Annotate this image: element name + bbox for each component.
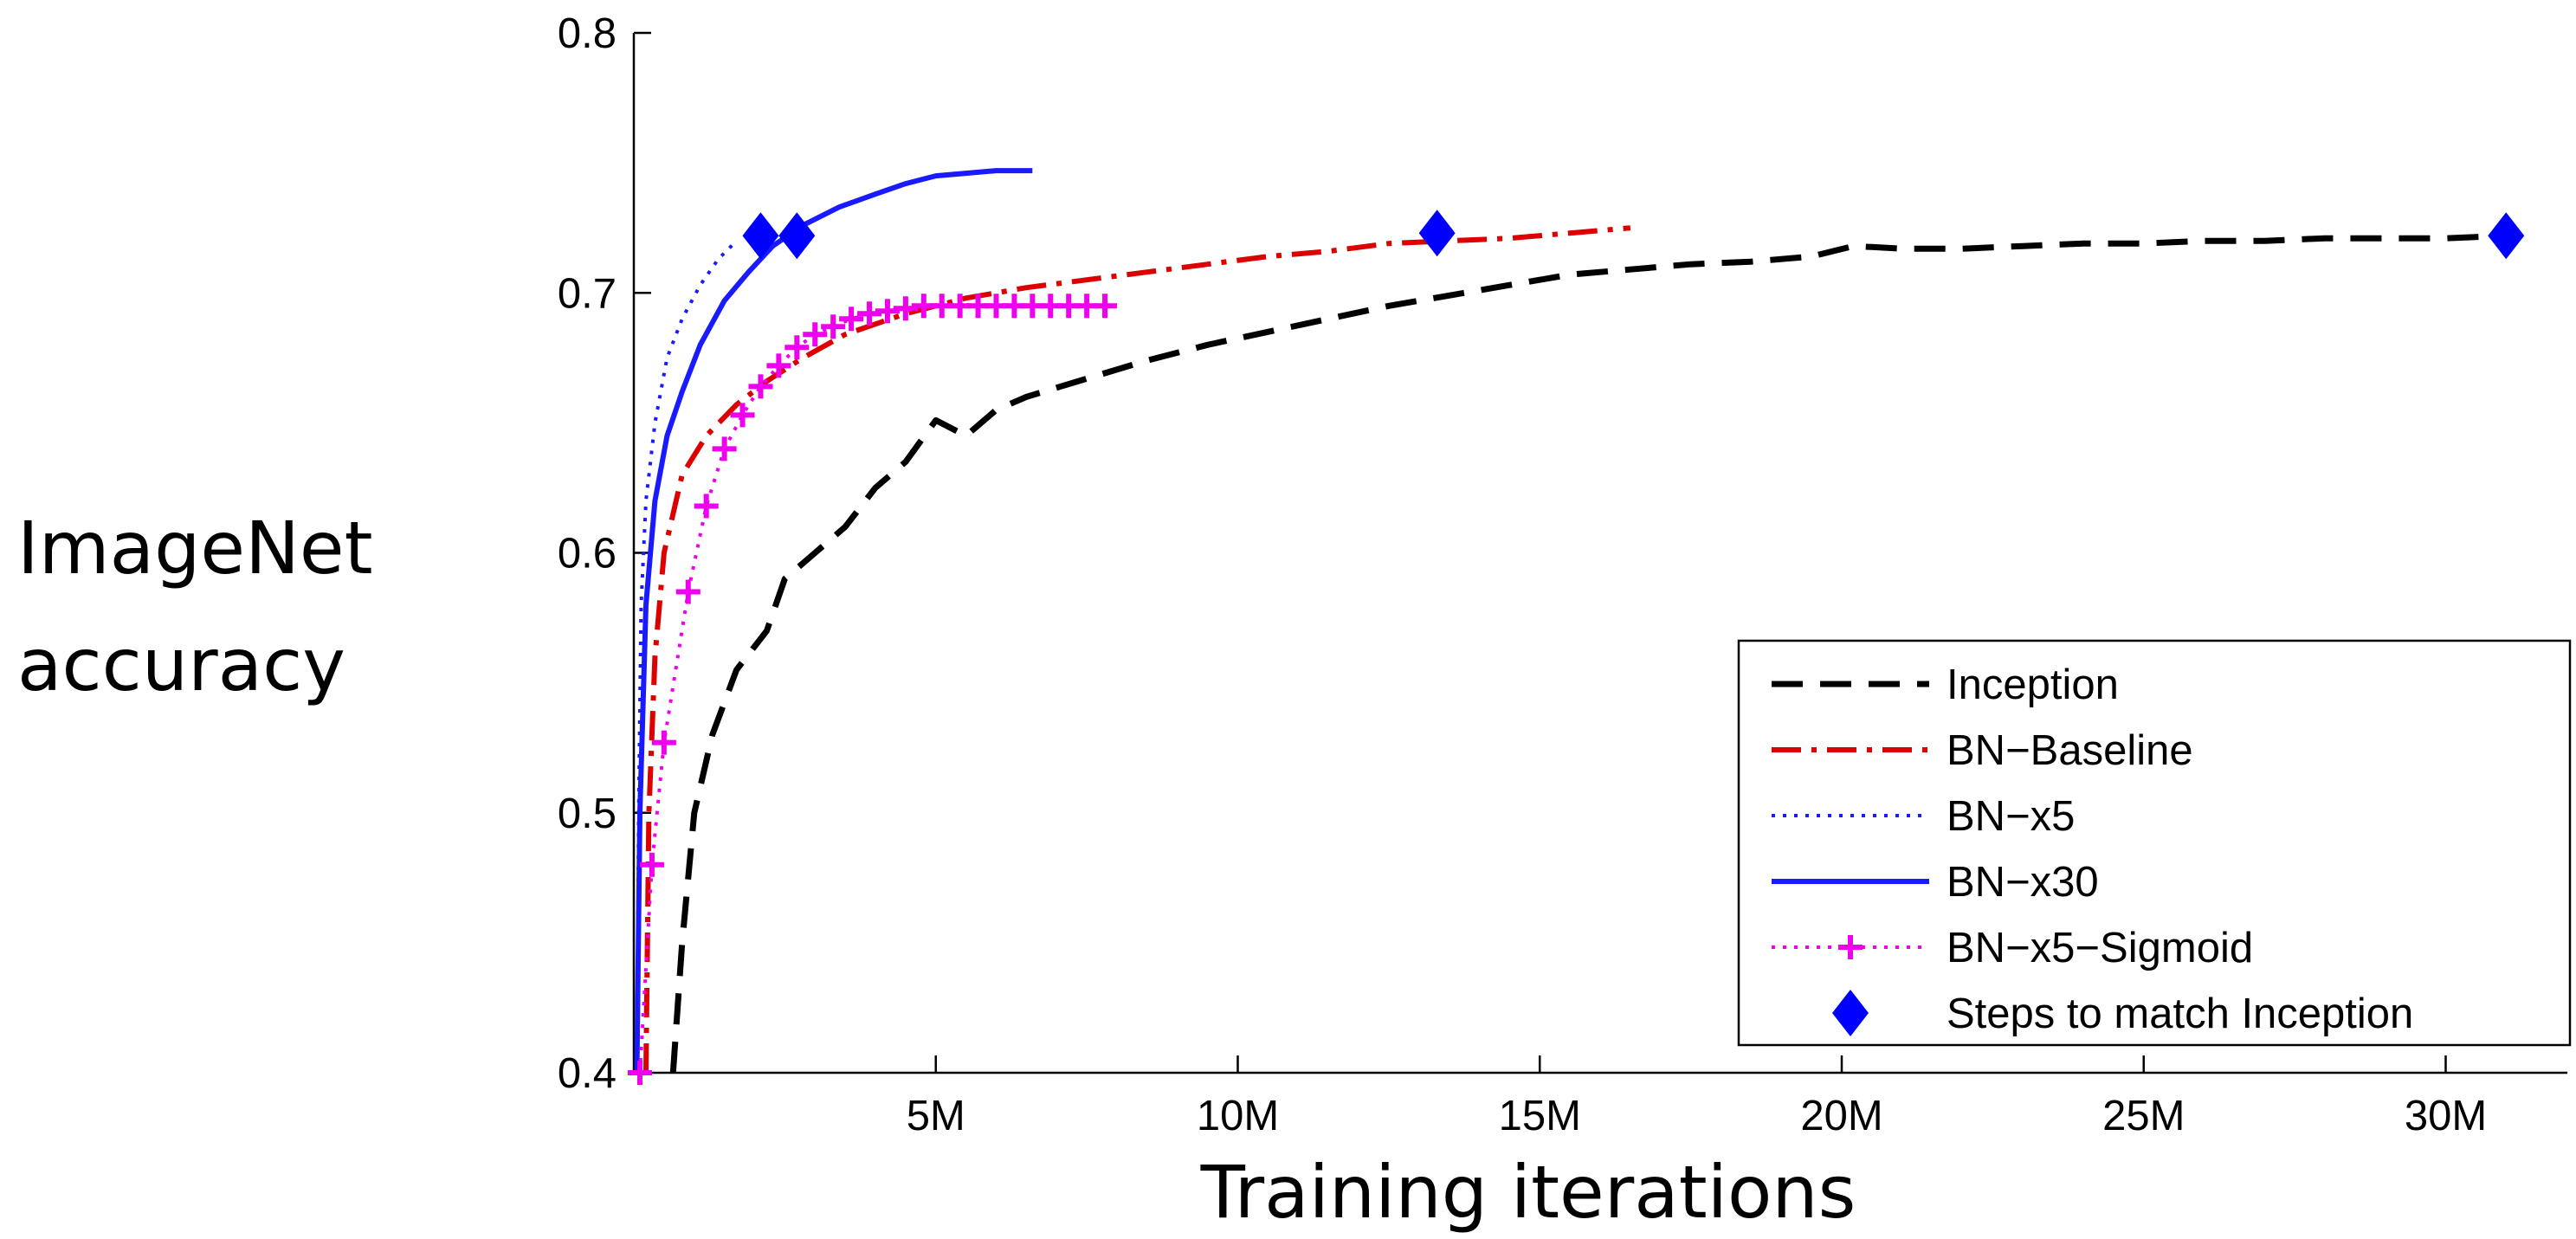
- x-tick-label: 20M: [1800, 1093, 1882, 1139]
- y-axis-title-line1: ImageNet: [17, 506, 373, 590]
- x-tick-label: 5M: [907, 1093, 965, 1139]
- legend-label: BN−x30: [1947, 859, 2099, 906]
- data-point-plus: [748, 374, 773, 399]
- data-point-plus: [712, 436, 737, 461]
- data-point-plus: [730, 403, 755, 428]
- series-line: [634, 168, 1033, 1074]
- legend-item: BN−x5−Sigmoid: [1772, 925, 2253, 971]
- legend-item: Steps to match Inception: [1832, 990, 2413, 1037]
- data-point-plus: [875, 299, 900, 324]
- y-tick-label: 0.8: [558, 10, 617, 57]
- data-point-diamond: [1832, 990, 1869, 1036]
- legend-box: [1737, 639, 2572, 1047]
- x-axis-title: Training iterations: [1200, 1150, 1856, 1235]
- data-point-plus: [694, 494, 719, 519]
- legend-label: Steps to match Inception: [1947, 991, 2413, 1037]
- legend-label: BN−x5: [1947, 793, 2075, 840]
- data-point-diamond: [778, 212, 816, 260]
- data-point-plus: [821, 314, 846, 339]
- data-point-plus: [675, 579, 700, 604]
- data-point-plus: [1093, 294, 1118, 319]
- series-line: [638, 304, 1105, 1074]
- markers-layer: [627, 210, 2525, 1085]
- y-tick-label: 0.5: [558, 791, 617, 837]
- legend-item: BN−x5: [1772, 793, 2075, 840]
- series-line: [669, 232, 2507, 1074]
- legend-item: Inception: [1772, 661, 2119, 708]
- legend-item: BN−Baseline: [1772, 727, 2193, 774]
- data-point-plus: [766, 353, 791, 378]
- legend-label: BN−x5−Sigmoid: [1947, 925, 2253, 971]
- data-point-diamond: [1418, 210, 1456, 257]
- data-point-plus: [857, 301, 882, 326]
- y-tick-label: 0.7: [558, 270, 617, 317]
- x-tick-label: 30M: [2405, 1093, 2487, 1139]
- series-layer: [634, 168, 2507, 1074]
- y-tick-label: 0.4: [558, 1050, 617, 1097]
- legend-label: BN−Baseline: [1947, 727, 2193, 774]
- legend: Inception BN−Baseline BN−x5 BN−x30 BN−x5−Sig…: [1737, 639, 2572, 1047]
- data-point-plus: [1838, 935, 1863, 959]
- x-tick-label: 10M: [1197, 1093, 1279, 1139]
- series-line: [643, 225, 1631, 1074]
- data-point-diamond: [742, 212, 779, 260]
- data-point-plus: [784, 335, 810, 360]
- y-tick-label: 0.6: [558, 531, 617, 578]
- data-point-plus: [893, 296, 918, 321]
- data-point-plus: [639, 852, 664, 877]
- legend-label: Inception: [1947, 661, 2119, 708]
- data-point-diamond: [2488, 212, 2525, 260]
- axes: 0.4 0.5 0.6 0.7 0.8 5M 10M 15M 20M 25M 30M: [558, 10, 2567, 1139]
- series-line: [635, 239, 739, 1074]
- data-point-plus: [803, 322, 828, 347]
- legend-item: BN−x30: [1772, 859, 2099, 906]
- data-point-plus: [651, 730, 676, 755]
- x-tick-label: 25M: [2102, 1093, 2185, 1139]
- data-point-plus: [627, 1061, 652, 1085]
- y-axis-title-line2: accuracy: [17, 623, 345, 707]
- x-tick-label: 15M: [1499, 1093, 1581, 1139]
- data-point-plus: [839, 307, 864, 332]
